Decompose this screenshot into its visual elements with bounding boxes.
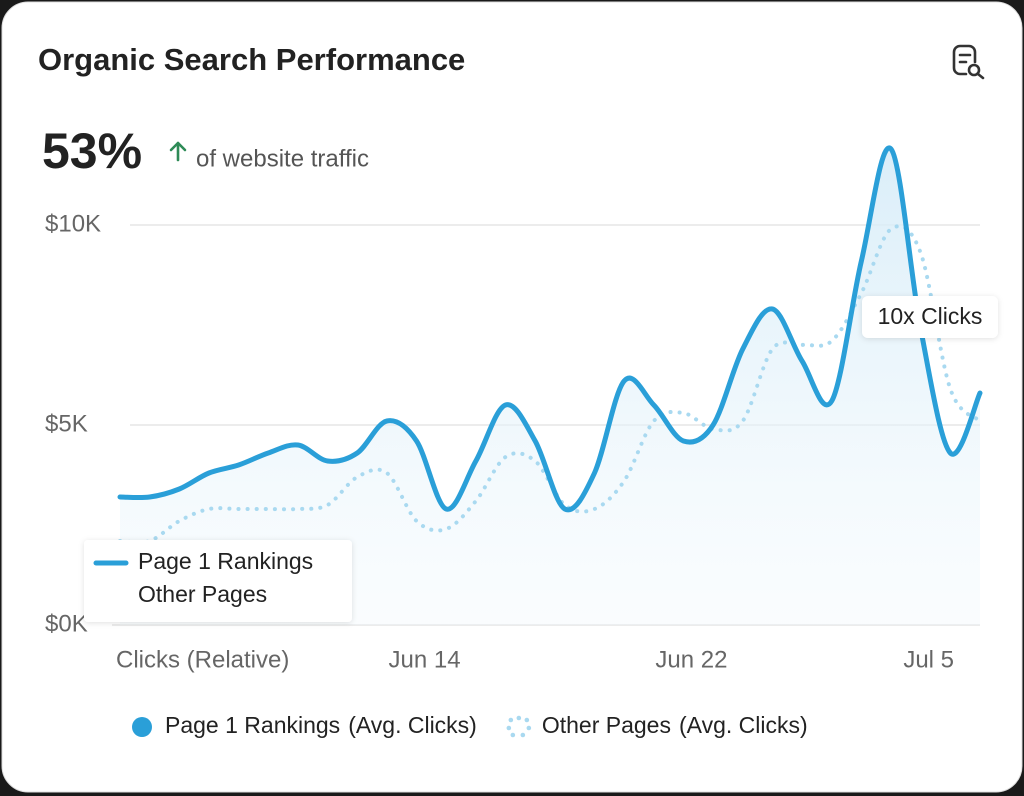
x-tick-label: Jun 14 (389, 646, 461, 673)
chart-title: Organic Search Performance (38, 42, 465, 77)
legend-label: Other Pages (138, 581, 267, 607)
plot (117, 145, 983, 625)
legend-marker[interactable] (132, 717, 152, 737)
legend-marker-dot[interactable] (508, 717, 514, 723)
search-icon[interactable] (952, 44, 985, 80)
legend-box (84, 540, 352, 622)
headline: 53% (42, 123, 142, 179)
x-axis-label: Clicks (Relative) (116, 646, 289, 673)
area (120, 147, 980, 625)
subtitle: of website traffic (196, 145, 369, 172)
series-line (118, 224, 982, 545)
legend-marker-dot[interactable] (510, 732, 516, 738)
legend-marker-dot[interactable] (520, 732, 526, 738)
legend-label[interactable]: Page 1 Rankings (165, 712, 340, 738)
annotation-box (862, 296, 998, 338)
legend-marker-dot[interactable] (516, 715, 522, 721)
legend-label[interactable]: Other Pages (542, 712, 671, 738)
x-tick-label: Jul 5 (903, 646, 954, 673)
legend-note[interactable]: (Avg. Clicks) (679, 712, 808, 738)
y-tick-label: $10K (45, 210, 101, 237)
annotation: 10x Clicks (878, 303, 983, 329)
y-tick-label: $0K (45, 610, 88, 637)
legend-label: Page 1 Rankings (138, 548, 313, 574)
legend-marker-dot[interactable] (506, 725, 512, 731)
legend-marker-dot[interactable] (526, 725, 532, 731)
x-tick-label: Jun 22 (655, 646, 727, 673)
y-tick-label: $5K (45, 410, 88, 437)
series-line (117, 145, 983, 513)
trend-up-arrow (169, 141, 187, 162)
overlays: 10x Clicks Page 1 Rankings Other Pages Page… (84, 296, 998, 738)
legend-marker-dot[interactable] (524, 717, 530, 723)
legend-note[interactable]: (Avg. Clicks) (348, 712, 477, 738)
